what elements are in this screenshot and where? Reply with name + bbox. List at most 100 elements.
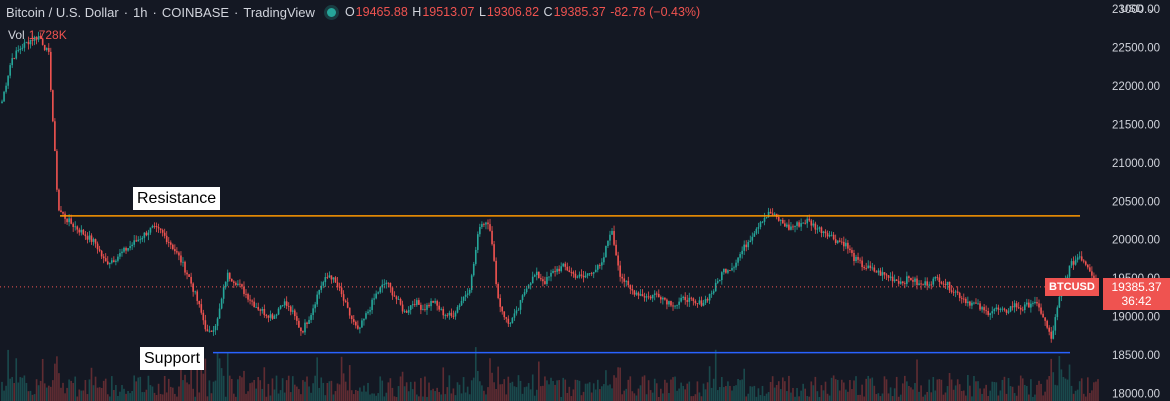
candle-body	[1046, 320, 1048, 328]
volume-bar	[755, 396, 758, 401]
volume-bar	[562, 377, 565, 401]
support-annotation[interactable]: Support	[140, 346, 205, 370]
candle-body	[1013, 303, 1016, 308]
interval-label[interactable]: 1h	[133, 4, 148, 20]
volume-bar	[330, 380, 333, 401]
candle-body	[29, 39, 32, 45]
volume-bar	[529, 389, 532, 401]
candle-body	[826, 233, 829, 237]
volume-bar	[527, 383, 530, 401]
last-price-tag: 19385.37 36:42	[1103, 277, 1170, 310]
candle-body	[247, 294, 249, 300]
volume-bar	[985, 384, 987, 401]
volume-label[interactable]: Vol	[8, 28, 25, 42]
candle-body	[857, 256, 859, 260]
candle-body	[338, 286, 341, 288]
candle-body	[27, 41, 30, 45]
volume-bar	[767, 392, 770, 401]
candle-body	[519, 300, 522, 310]
volume-bar	[466, 386, 469, 401]
symbol-title[interactable]: Bitcoin / U.S. Dollar	[6, 4, 119, 20]
source-label: TradingView	[243, 4, 315, 20]
volume-bar	[1007, 378, 1010, 401]
candle-body	[255, 306, 257, 308]
candle-body	[645, 296, 648, 298]
volume-bar	[375, 395, 377, 401]
volume-bar	[605, 370, 607, 401]
candle-body	[462, 296, 465, 301]
volume-bar	[590, 392, 593, 401]
candle-body	[200, 304, 203, 313]
volume-bar	[989, 390, 992, 401]
volume-bar	[291, 376, 294, 401]
resistance-annotation[interactable]: Resistance	[133, 186, 221, 210]
candle-body	[838, 240, 841, 242]
volume-bar	[981, 393, 983, 401]
volume-bar	[1050, 358, 1053, 401]
volume-bar	[779, 389, 782, 401]
candle-body	[468, 289, 471, 294]
volume-bar	[731, 390, 733, 401]
candle-body	[655, 293, 658, 295]
candle-body	[942, 283, 945, 285]
candle-body	[383, 284, 386, 285]
volume-bar	[393, 396, 396, 401]
candle-body	[96, 243, 99, 250]
volume-bar	[749, 386, 752, 401]
candle-body	[840, 241, 843, 243]
volume-bar	[135, 381, 138, 401]
volume-bar	[1048, 376, 1050, 401]
volume-bar	[834, 379, 837, 401]
candle-body	[932, 278, 935, 285]
candle-body	[741, 250, 743, 255]
price-axis-tick-label: 18500.00	[1112, 350, 1160, 362]
volume-bar	[216, 353, 219, 401]
market-status-icon[interactable]	[326, 7, 336, 17]
price-axis-tick-label: 23000.00	[1112, 4, 1160, 16]
volume-bar	[208, 380, 211, 401]
volume-bar	[326, 382, 329, 401]
volume-bar	[718, 387, 721, 401]
currency-menu[interactable]: USD ⌄	[1120, 2, 1156, 15]
candle-body	[731, 268, 733, 271]
candle-body	[765, 217, 768, 218]
volume-bar	[603, 384, 605, 401]
candle-body	[15, 50, 18, 59]
volume-bar	[25, 382, 28, 401]
volume-bar	[879, 396, 882, 401]
candle-body	[863, 267, 865, 269]
candle-body	[647, 296, 650, 298]
volume-bar	[3, 390, 5, 401]
candle-body	[409, 305, 412, 310]
volume-bar	[1, 381, 3, 401]
price-axis[interactable]: 23000.00 22500.00 22000.00 21500.00 21000.00…	[1112, 4, 1160, 400]
volume-bar	[621, 394, 623, 401]
volume-bar	[546, 380, 548, 401]
volume-bar	[891, 396, 894, 401]
candle-body	[458, 305, 461, 308]
volume-bar	[757, 388, 760, 401]
volume-bar	[769, 381, 772, 401]
candle-body	[816, 228, 819, 230]
candle-body	[178, 252, 180, 256]
candle-body	[987, 311, 989, 315]
volume-bar	[220, 368, 223, 401]
volume-bar	[82, 390, 85, 401]
volume-bar	[1013, 393, 1016, 401]
volume-bar	[960, 390, 963, 401]
volume-bar	[143, 392, 146, 401]
volume-bar	[163, 376, 166, 401]
volume-bar	[210, 393, 213, 401]
volume-bar	[655, 383, 658, 401]
candle-body	[733, 267, 735, 269]
candle-body	[493, 244, 495, 261]
candle-body	[944, 284, 947, 286]
volume-bar	[800, 390, 802, 401]
candle-body	[60, 210, 62, 213]
volume-bar	[956, 379, 959, 401]
volume-bar	[843, 382, 845, 401]
candle-body	[1050, 331, 1053, 339]
volume-bar	[509, 382, 512, 401]
